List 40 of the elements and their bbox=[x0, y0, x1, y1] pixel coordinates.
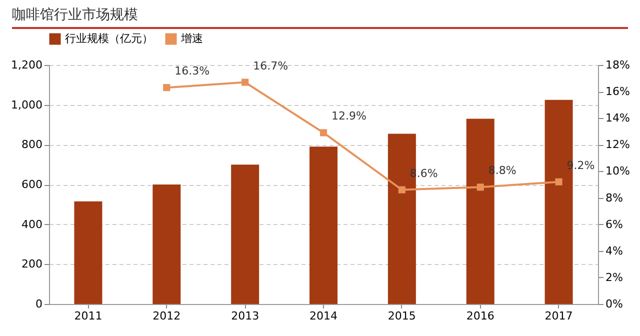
y2-tick-label: 10% bbox=[606, 164, 630, 178]
y2-tick-label: 14% bbox=[606, 112, 630, 125]
data-label: 12.9% bbox=[332, 110, 366, 123]
bar bbox=[152, 184, 181, 304]
y2-tick-label: 18% bbox=[606, 58, 630, 72]
x-tick-label: 2016 bbox=[466, 310, 494, 322]
y2-tick-label: 12% bbox=[606, 138, 630, 152]
bar bbox=[231, 164, 260, 304]
y-tick-label: 0 bbox=[36, 298, 42, 310]
bar bbox=[74, 201, 102, 304]
legend-label: 增速 bbox=[180, 32, 203, 45]
point bbox=[320, 129, 328, 136]
point bbox=[476, 184, 484, 191]
y-tick-label: 200 bbox=[22, 258, 42, 271]
data-label: 16.7% bbox=[253, 59, 288, 72]
bar bbox=[310, 146, 338, 304]
point bbox=[555, 178, 562, 186]
x-tick-label: 2014 bbox=[310, 310, 338, 322]
point bbox=[398, 186, 406, 194]
data-label: 16.3% bbox=[174, 64, 210, 78]
y-tick-label: 1,000 bbox=[11, 98, 42, 112]
y-tick-label: 600 bbox=[22, 178, 42, 191]
y2-tick-label: 2% bbox=[606, 270, 623, 284]
x-tick-label: 2017 bbox=[544, 310, 573, 322]
y2-tick-label: 4% bbox=[606, 244, 623, 258]
y2-tick-label: 16% bbox=[606, 85, 630, 98]
x-tick-label: 2012 bbox=[152, 310, 181, 322]
x-tick-label: 2013 bbox=[231, 310, 260, 322]
legend-label: 行业规模（亿元） bbox=[65, 32, 153, 45]
chart-title: 咖啡馆行业市场规模 bbox=[12, 6, 628, 29]
y-tick-label: 400 bbox=[22, 218, 42, 231]
y2-tick-label: 8% bbox=[606, 191, 623, 204]
y2-tick-label: 0% bbox=[606, 298, 623, 310]
point bbox=[163, 84, 170, 92]
y-tick-label: 1,200 bbox=[11, 58, 42, 72]
x-tick-label: 2011 bbox=[74, 310, 102, 322]
y2-tick-label: 6% bbox=[606, 218, 623, 231]
x-tick-label: 2015 bbox=[388, 310, 416, 322]
y-tick-label: 800 bbox=[22, 138, 42, 152]
point bbox=[242, 78, 249, 86]
